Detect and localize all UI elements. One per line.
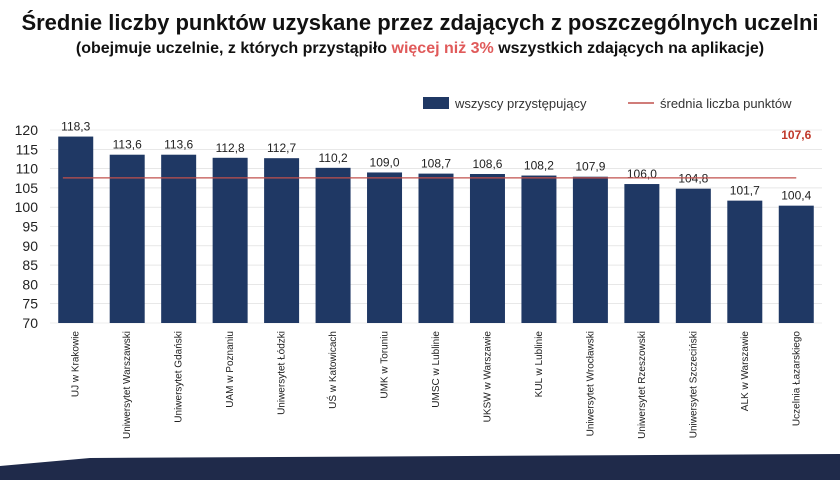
y-tick-label: 90 [22,238,38,254]
bar [469,174,505,323]
bar [778,205,814,323]
chart-subtitle: (obejmuje uczelnie, z których przystąpił… [0,40,840,58]
bar [572,176,608,323]
data-label: 100,4 [781,189,811,203]
y-tick-label: 100 [15,199,39,215]
y-tick-label: 75 [22,296,38,312]
x-category-label: KUL w Lublinie [534,331,545,398]
data-label: 113,6 [113,138,142,152]
bar [58,136,94,323]
data-label: 113,6 [164,138,193,152]
x-category-label: ALK w Warszawie [740,331,751,412]
data-label: 106,0 [627,167,657,181]
legend-label-bars: wszyscy przystępujący [454,96,587,111]
average-group: 107,6 [62,128,812,179]
subtitle-highlight: więcej niż 3% [391,40,494,57]
bar [675,188,711,323]
bars-group: 118,3 113,6 113,6 112,8 112,7 110,2 109,0 108,7… [58,120,814,323]
bar [161,154,197,323]
data-label: 109,0 [370,155,400,169]
bar [624,184,660,323]
bar [315,167,351,323]
bar [418,173,454,323]
average-value-label: 107,6 [781,128,811,142]
x-category-label: UKSW w Warszawie [482,331,493,423]
x-category-label: Uniwersytet Rzeszowski [637,331,648,439]
data-label: 108,2 [524,159,554,173]
footer-decoration [0,454,840,480]
data-label: 104,8 [678,172,708,186]
chart-title: Średnie liczby punktów uzyskane przez zd… [21,10,819,35]
y-tick-label: 70 [22,315,38,331]
x-category-label: UMSC w Lublinie [431,331,442,408]
y-tick-label: 120 [15,122,39,138]
x-axis: UJ w Krakowie Uniwersytet Warszawski Uniwe… [71,331,803,439]
subtitle-text-before: (obejmuje uczelnie, z których przystąpił… [75,40,392,57]
y-tick-label: 110 [16,161,39,177]
y-tick-label: 115 [16,141,39,157]
legend-label-average: średnia liczba punktów [660,96,792,111]
data-label: 112,7 [267,141,296,155]
data-label: 108,7 [421,157,451,171]
bar [367,172,403,323]
x-category-label: UMK w Toruniu [380,331,391,399]
data-label: 108,6 [472,157,502,171]
x-category-label: Uniwersytet Wrocławski [585,331,596,436]
x-category-label: Uniwersytet Gdański [174,331,185,423]
data-label: 107,9 [575,160,605,174]
footer-band-shape [0,454,840,480]
x-category-label: UŚ w Katowicach [326,331,339,409]
y-tick-label: 105 [15,180,39,196]
data-label: 101,7 [730,184,760,198]
data-label: 112,8 [216,141,245,155]
bar [521,175,557,323]
legend-swatch-bars [423,97,449,109]
data-label: 118,3 [61,120,90,134]
y-tick-label: 95 [22,219,38,235]
subtitle-text-after: wszystkich zdających na aplikacje) [493,40,765,57]
x-category-label: Uniwersytet Szczeciński [688,331,699,438]
bar [264,158,300,323]
bar [727,200,763,323]
y-tick-label: 80 [22,276,38,292]
bar [212,157,248,323]
x-category-label: UAM w Poznaniu [225,331,236,408]
y-tick-label: 85 [22,257,38,273]
x-category-label: Uczelnia Łazarskiego [791,331,802,426]
chart-legend: wszyscy przystępujący średnia liczba pun… [423,96,792,111]
data-label: 110,2 [318,151,347,165]
x-category-label: Uniwersytet Łódzki [277,331,288,415]
x-category-label: UJ w Krakowie [71,331,82,398]
bar [109,154,145,323]
x-category-label: Uniwersytet Warszawski [122,331,133,439]
